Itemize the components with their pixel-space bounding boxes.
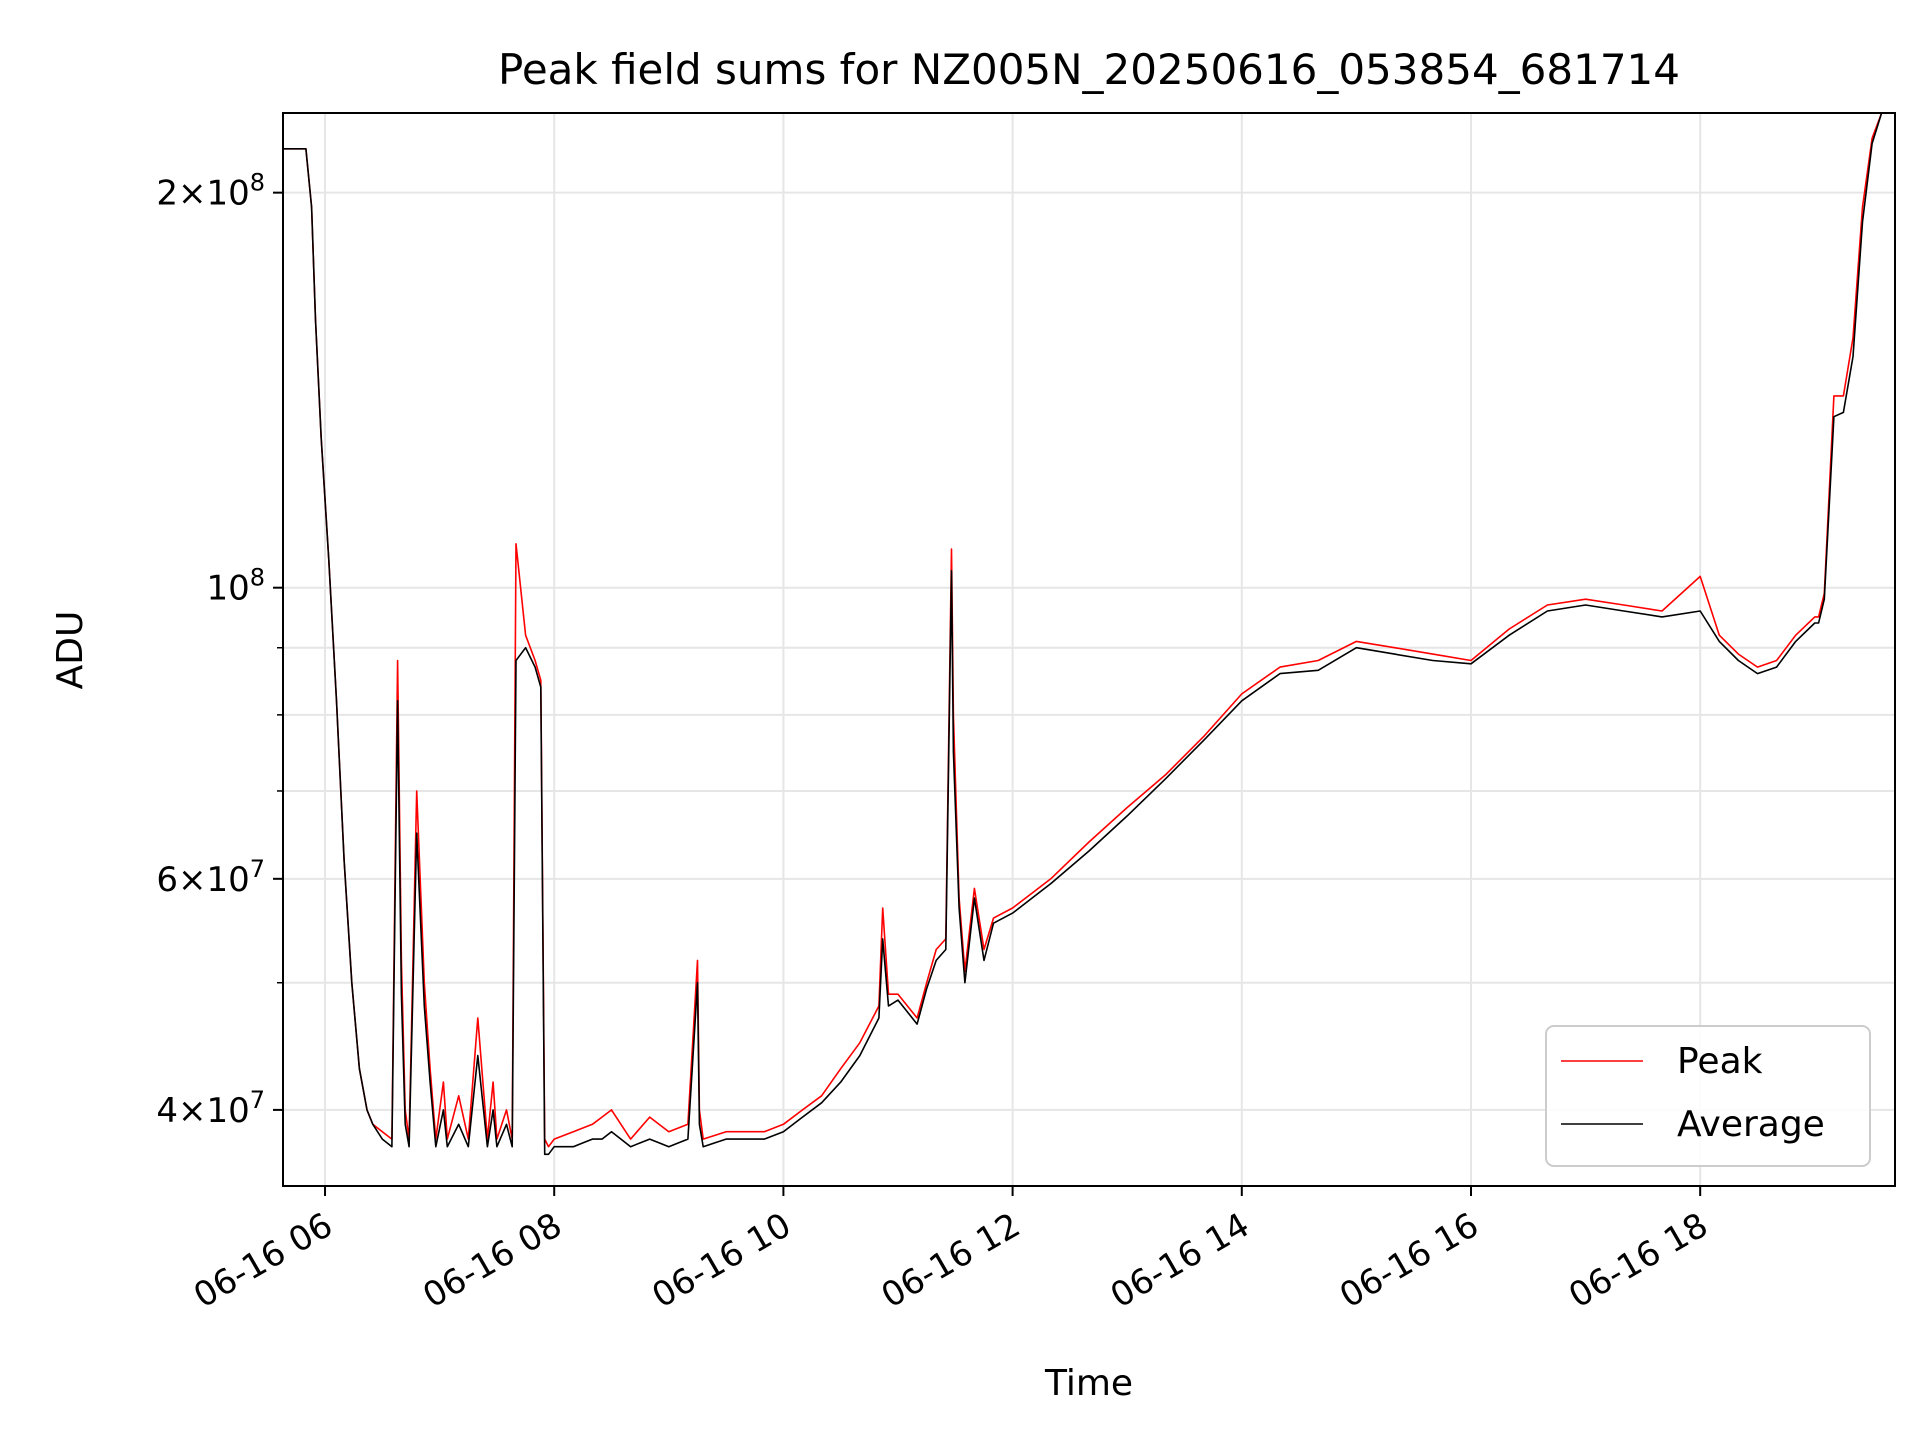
y-tick-label: 2×108 — [156, 169, 265, 214]
y-axis-ticks: 4×107 6×107 108 2×108 — [156, 169, 283, 1131]
chart-title: Peak field sums for NZ005N_20250616_0538… — [498, 45, 1680, 94]
y-tick-label: 6×107 — [156, 855, 265, 900]
grid-layer — [283, 113, 1895, 1186]
legend: Peak Average — [1545, 1025, 1871, 1167]
series-line-average — [283, 113, 1895, 1156]
legend-average-label: Average — [1677, 1104, 1825, 1145]
y-tick-label: 4×107 — [156, 1086, 265, 1131]
plot-frame — [282, 112, 1896, 1187]
legend-peak-label: Peak — [1677, 1041, 1763, 1082]
series-layer — [283, 113, 1895, 1156]
y-axis-label: ADU — [50, 611, 91, 690]
x-axis-label: Time — [1044, 1363, 1133, 1404]
y-tick-label: 108 — [206, 564, 265, 609]
